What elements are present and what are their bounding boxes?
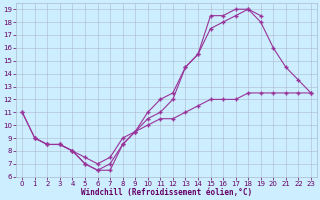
- X-axis label: Windchill (Refroidissement éolien,°C): Windchill (Refroidissement éolien,°C): [81, 188, 252, 197]
